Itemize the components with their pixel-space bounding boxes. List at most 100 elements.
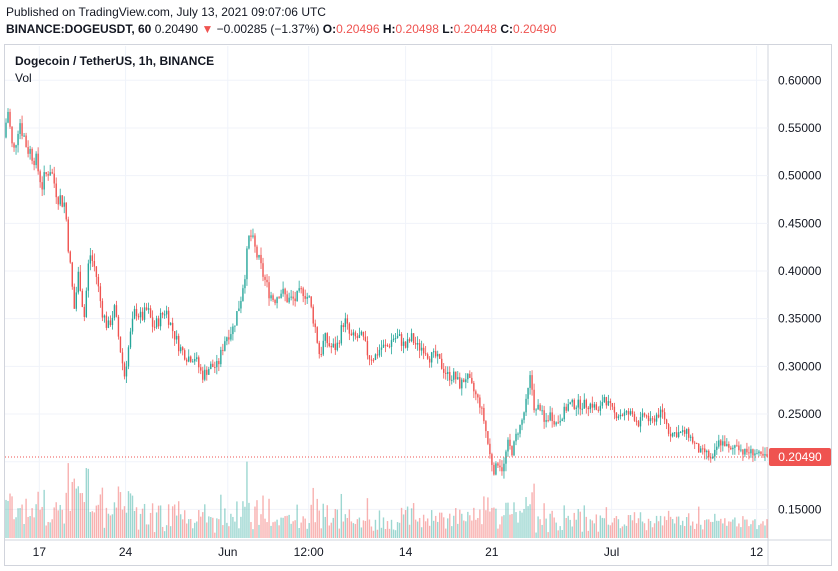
volume-bar	[29, 516, 31, 538]
candle-body	[41, 182, 43, 190]
volume-bar	[635, 523, 638, 538]
candle-body	[651, 418, 654, 420]
volume-bar	[539, 519, 541, 538]
candle-body	[73, 286, 75, 309]
y-tick-label: 0.45000	[778, 216, 822, 230]
volume-bar	[15, 517, 17, 538]
volume-bar	[694, 528, 696, 538]
volume-bar	[284, 516, 286, 538]
candle-body	[561, 419, 563, 421]
candle-body	[523, 412, 525, 420]
volume-bar	[467, 511, 469, 538]
last-price-label: 0.20490	[778, 450, 822, 464]
candle-body	[414, 343, 417, 345]
candle-body	[665, 419, 668, 425]
candle-body	[527, 387, 529, 399]
volume-bar	[224, 508, 226, 538]
candle-body	[51, 172, 53, 174]
candle-body	[37, 153, 39, 172]
volume-bar	[340, 493, 343, 538]
candle-body	[485, 421, 487, 432]
volume-bar	[196, 521, 198, 538]
volume-bar	[675, 516, 678, 538]
candle-body	[57, 197, 59, 205]
volume-bar	[641, 521, 644, 538]
candle-body	[300, 288, 302, 290]
volume-bar	[39, 509, 41, 538]
candle-body	[21, 123, 23, 136]
volume-bar	[631, 520, 634, 538]
volume-bar	[455, 508, 457, 538]
volume-bar	[533, 483, 535, 538]
volume-bar	[591, 520, 594, 538]
candle-body	[39, 171, 41, 183]
candle-body	[428, 358, 431, 363]
volume-bar	[248, 502, 250, 538]
volume-bar	[274, 521, 276, 538]
volume-bar	[342, 521, 345, 538]
volume-bar	[555, 522, 557, 538]
candle-body	[573, 399, 575, 409]
candle-body	[31, 149, 33, 161]
volume-bar	[210, 517, 212, 538]
volume-bar	[181, 519, 184, 538]
volume-bar	[764, 525, 766, 538]
x-tick-label: 21	[485, 545, 499, 559]
candle-body	[475, 391, 477, 395]
volume-bar	[424, 521, 427, 538]
x-tick-label: 14	[399, 545, 413, 559]
candle-body	[115, 305, 118, 317]
y-tick-label: 0.60000	[778, 73, 822, 87]
candle-body	[625, 411, 628, 413]
volume-bar	[360, 527, 363, 538]
volume-bar	[605, 507, 608, 538]
candle-body	[469, 373, 471, 378]
candle-body	[238, 308, 240, 312]
candle-body	[481, 407, 483, 409]
candle-body	[109, 320, 112, 326]
candle-body	[326, 333, 328, 344]
high-value: 0.20498	[395, 22, 439, 36]
volume-bar	[117, 486, 120, 538]
candle-body	[184, 350, 186, 360]
volume-bar	[238, 528, 240, 538]
candle-body	[430, 352, 433, 363]
candle-body	[687, 428, 690, 438]
volume-bar	[420, 527, 423, 538]
candle-body	[77, 271, 79, 293]
volume-bar	[702, 529, 704, 538]
candle-body	[19, 123, 21, 134]
volume-bar	[647, 518, 650, 538]
volume-bar	[465, 521, 467, 538]
candle-body	[376, 354, 379, 356]
volume-bar	[374, 519, 377, 538]
candle-body	[726, 443, 728, 447]
candle-body	[308, 296, 310, 298]
volume-bar	[37, 491, 39, 538]
volume-bar	[218, 519, 220, 538]
candle-body	[663, 412, 666, 420]
volume-bar	[567, 515, 569, 538]
volume-bar	[732, 519, 734, 538]
candle-body	[519, 424, 521, 434]
volume-bar	[19, 508, 21, 538]
candle-body	[579, 399, 581, 410]
volume-bar	[756, 529, 758, 538]
volume-bar	[338, 528, 341, 538]
volume-bar	[402, 514, 405, 538]
candle-body	[483, 407, 485, 422]
volume-bar	[671, 519, 674, 538]
volume-bar	[272, 522, 274, 538]
candle-body	[555, 422, 557, 425]
candle-body	[601, 402, 604, 406]
volume-bar	[748, 526, 750, 538]
volume-bar	[535, 532, 537, 538]
volume-bar	[738, 523, 740, 538]
volume-bar	[410, 508, 413, 538]
candle-body	[356, 336, 359, 338]
volume-bar	[696, 523, 698, 538]
volume-bar	[121, 509, 124, 538]
candle-body	[408, 339, 411, 342]
candle-body	[758, 451, 760, 454]
